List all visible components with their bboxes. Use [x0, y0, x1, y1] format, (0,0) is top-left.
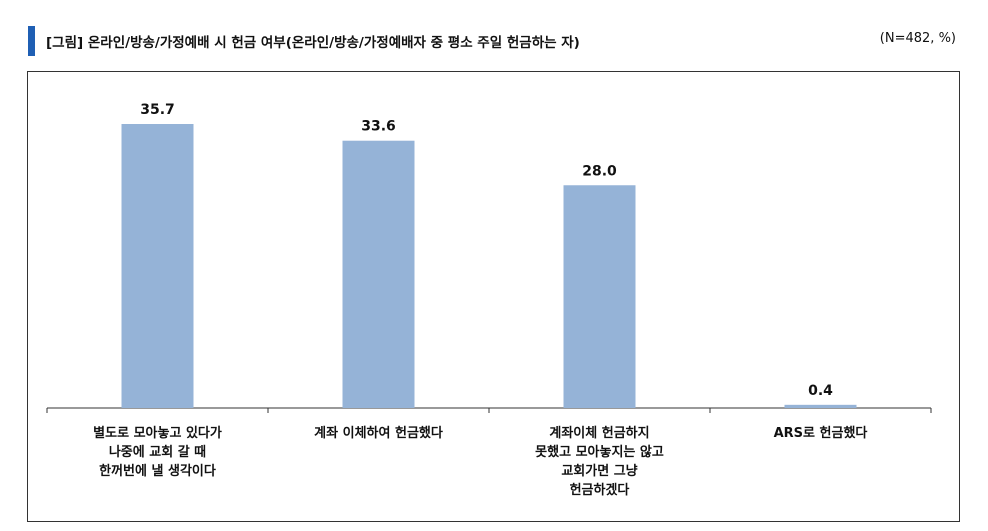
category-label: ARS로 헌금했다	[773, 426, 868, 441]
category-label: 별도로 모아놓고 있다가 나중에 교회 갈 때 한꺼번에 낼 생각이다	[93, 426, 222, 479]
data-label: 35.7	[140, 102, 175, 118]
bar	[784, 404, 857, 408]
category-label: 계좌 이체하여 헌금했다	[314, 426, 443, 441]
chart-title: [그림] 온라인/방송/가정예배 시 헌금 여부(온라인/방송/가정예배자 중 …	[46, 35, 580, 51]
title-accent-bar	[28, 26, 35, 56]
bar	[342, 140, 415, 409]
category-label: 계좌이체 헌금하지 못했고 모아놓지는 않고 교회가면 그냥 헌금하겠다	[535, 426, 664, 498]
data-label: 33.6	[361, 119, 396, 135]
bar	[121, 124, 194, 408]
chart-frame	[27, 71, 960, 522]
bar	[563, 185, 636, 408]
data-label: 0.4	[808, 383, 833, 399]
sample-note: (N=482, %)	[879, 31, 956, 46]
data-label: 28.0	[582, 163, 617, 179]
